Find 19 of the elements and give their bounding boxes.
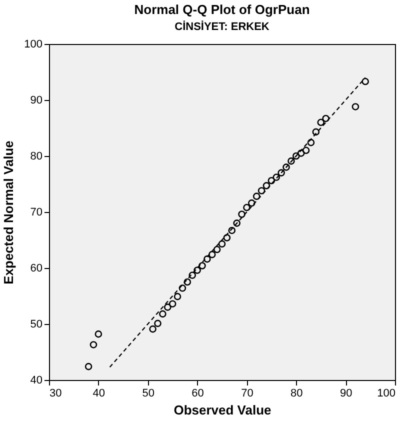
chart-title: Normal Q-Q Plot of OgrPuan xyxy=(134,2,310,17)
x-tick-label: 50 xyxy=(142,388,154,400)
x-tick-label: 80 xyxy=(290,388,303,400)
y-tick-label: 100 xyxy=(24,38,42,50)
x-tick-label: 70 xyxy=(241,388,254,400)
x-tick-label: 100 xyxy=(377,388,396,400)
y-tick-label: 40 xyxy=(30,374,42,386)
chart-subtitle: CİNSİYET: ERKEK xyxy=(174,20,270,33)
y-tick-label: 90 xyxy=(30,94,42,106)
y-tick-label: 50 xyxy=(30,318,42,330)
x-tick-label: 60 xyxy=(192,388,204,400)
x-tick-label: 40 xyxy=(92,388,106,400)
x-tick-label: 30 xyxy=(50,388,62,400)
y-tick-label: 60 xyxy=(30,262,42,274)
y-axis-title: Expected Normal Value xyxy=(1,140,16,284)
x-axis-title: Observed Value xyxy=(174,402,272,418)
x-tick-label: 90 xyxy=(340,388,352,400)
y-tick-label: 70 xyxy=(30,206,42,218)
y-tick-label: 80 xyxy=(30,150,42,162)
